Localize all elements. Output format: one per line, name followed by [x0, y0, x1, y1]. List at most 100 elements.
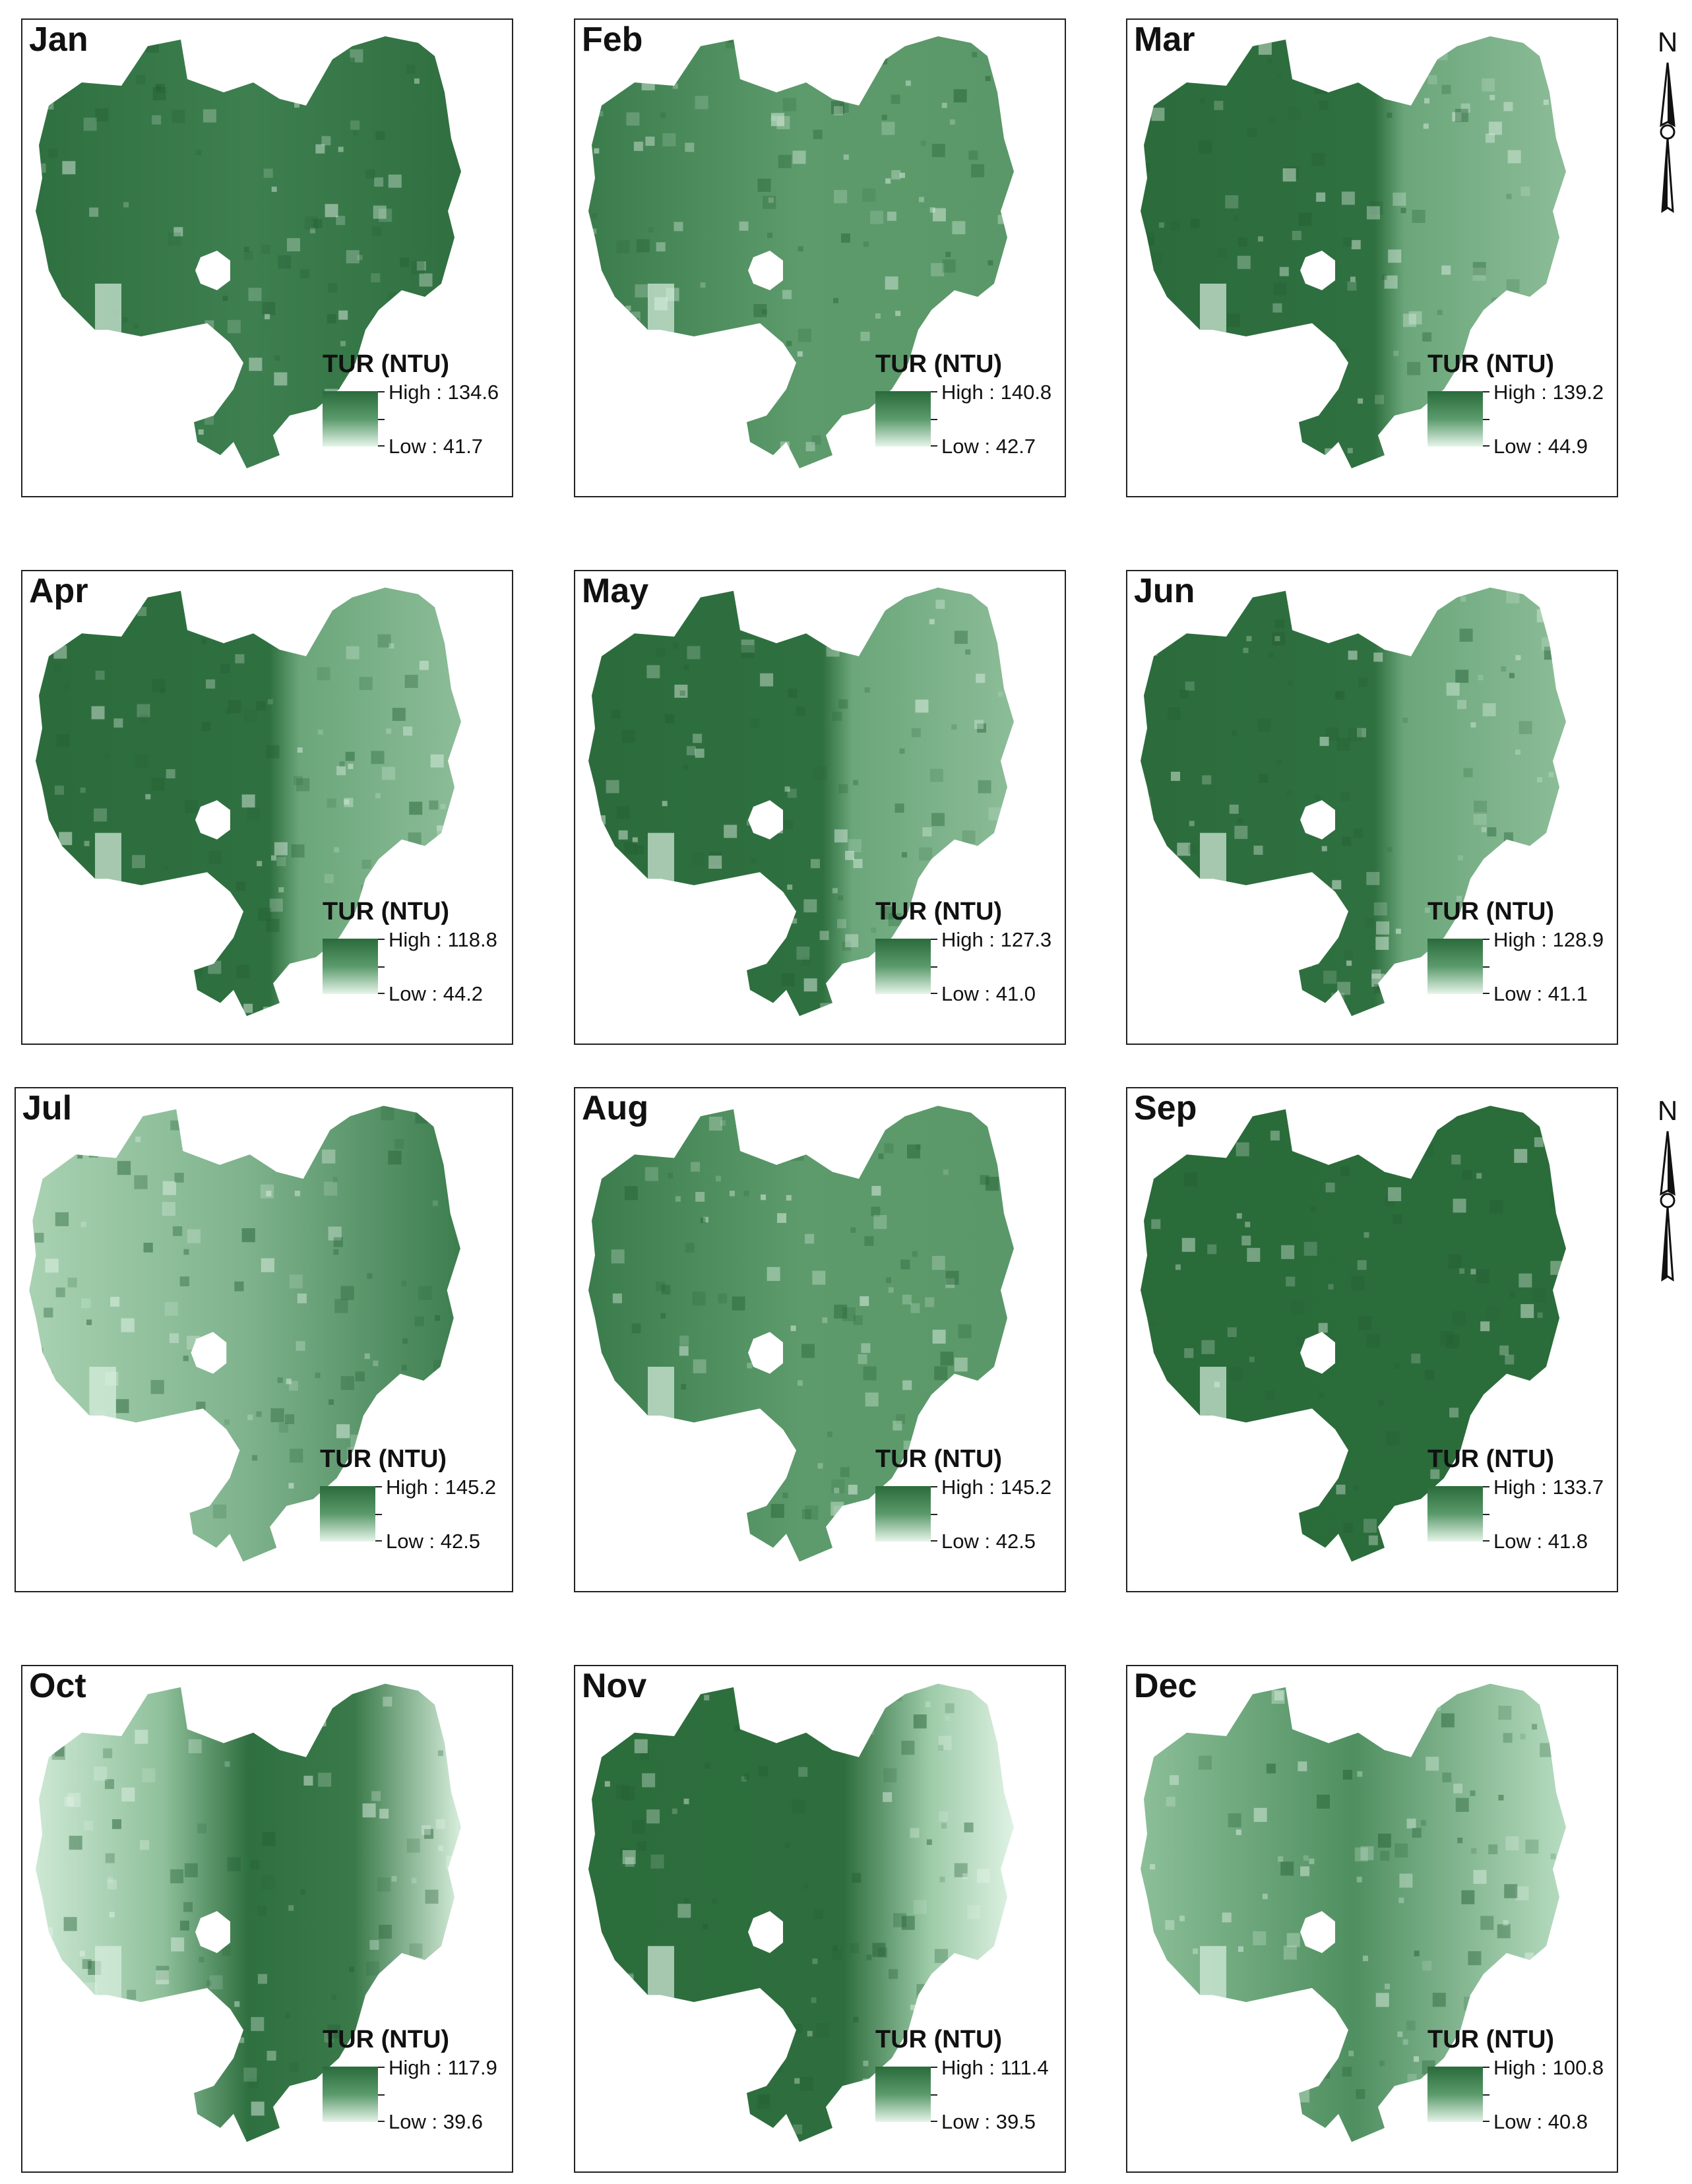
legend-title: TUR (NTU) — [875, 1445, 1003, 1473]
ramp-tick — [378, 2121, 385, 2122]
ramp-tick — [1483, 391, 1489, 392]
legend-high-value: High : 145.2 — [941, 1476, 1052, 1499]
legend-title: TUR (NTU) — [875, 898, 1003, 925]
ramp-tick — [1483, 2067, 1489, 2068]
ramp-tick — [378, 939, 385, 940]
ramp-tick — [1483, 1486, 1489, 1487]
month-label: Nov — [582, 1667, 647, 1705]
legend-title: TUR (NTU) — [875, 2026, 1003, 2053]
color-ramp — [323, 2067, 378, 2122]
legend-title: TUR (NTU) — [323, 2026, 450, 2053]
legend-low-value: Low : 40.8 — [1493, 2110, 1588, 2133]
map-panel-aug: Aug TUR (NTU) High : 145.2 Low : 42.5 — [574, 1087, 1066, 1592]
lake-surface — [36, 587, 461, 1016]
ramp-tick — [931, 939, 937, 940]
legend-title: TUR (NTU) — [1427, 2026, 1555, 2053]
legend-title: TUR (NTU) — [1427, 898, 1555, 925]
lake-surface — [588, 1106, 1014, 1562]
legend-low-value: Low : 41.0 — [941, 982, 1036, 1005]
turbidity-legend: TUR (NTU) High : 111.4 Low : 39.5 — [875, 2026, 1065, 2138]
legend-high-value: High : 118.8 — [389, 928, 497, 951]
lake-surface — [1141, 587, 1566, 1016]
ramp-tick — [931, 966, 937, 968]
ramp-tick — [378, 966, 385, 968]
legend-low-value: Low : 42.5 — [386, 1530, 481, 1553]
ramp-tick — [931, 419, 937, 420]
map-panel-mar: Mar TUR (NTU) High : 139.2 Low : 44.9 — [1126, 18, 1618, 497]
legend-low-value: Low : 41.8 — [1493, 1530, 1588, 1553]
ramp-tick — [931, 445, 937, 447]
legend-high-value: High : 139.2 — [1493, 381, 1604, 404]
map-panel-feb: Feb TUR (NTU) High : 140.8 Low : 42.7 — [574, 18, 1066, 497]
turbidity-legend: TUR (NTU) High : 100.8 Low : 40.8 — [1427, 2026, 1617, 2138]
legend-high-value: High : 117.9 — [389, 2056, 497, 2079]
ramp-tick — [378, 2094, 385, 2096]
month-label: Mar — [1134, 20, 1195, 59]
island — [191, 1332, 227, 1374]
lake-turbidity-raster — [36, 36, 461, 468]
legend-title: TUR (NTU) — [875, 350, 1003, 378]
lake-surface — [36, 36, 461, 468]
map-panel-nov: Nov TUR (NTU) High : 111.4 Low : 39.5 — [574, 1665, 1066, 2173]
legend-high-value: High : 111.4 — [941, 2056, 1049, 2079]
lake-surface — [1141, 1683, 1566, 2142]
legend-low-value: Low : 41.1 — [1493, 982, 1588, 1005]
ramp-tick — [1483, 993, 1489, 994]
turbidity-legend: TUR (NTU) High : 117.9 Low : 39.6 — [323, 2026, 512, 2138]
ramp-tick — [1483, 419, 1489, 420]
map-panel-jun: Jun TUR (NTU) High : 128.9 Low : 41.1 — [1126, 570, 1618, 1045]
island — [195, 251, 230, 290]
turbidity-legend: TUR (NTU) High : 145.2 Low : 42.5 — [320, 1445, 512, 1557]
map-panel-jan: Jan TUR (NTU) High : 134.6 Low : 41.7 — [21, 18, 513, 497]
ramp-tick — [931, 2067, 937, 2068]
lake-surface — [1141, 1106, 1566, 1562]
legend-title: TUR (NTU) — [1427, 1445, 1555, 1473]
lake-turbidity-raster — [1141, 587, 1566, 1016]
island — [748, 1332, 783, 1374]
ramp-tick — [378, 993, 385, 994]
month-label: Jan — [29, 20, 88, 59]
ramp-tick — [375, 1540, 382, 1542]
ramp-tick — [931, 1540, 937, 1542]
color-ramp — [875, 391, 931, 447]
turbidity-legend: TUR (NTU) High : 134.6 Low : 41.7 — [323, 350, 512, 462]
color-ramp — [323, 939, 378, 994]
lake-surface — [588, 587, 1014, 1016]
island — [748, 800, 783, 840]
legend-high-value: High : 128.9 — [1493, 928, 1604, 951]
month-label: Feb — [582, 20, 643, 59]
month-label: May — [582, 572, 649, 610]
turbidity-legend: TUR (NTU) High : 145.2 Low : 42.5 — [875, 1445, 1065, 1557]
month-label: Aug — [582, 1089, 649, 1127]
ramp-tick — [1483, 1514, 1489, 1515]
turbidity-legend: TUR (NTU) High : 128.9 Low : 41.1 — [1427, 898, 1617, 1010]
ramp-tick — [931, 993, 937, 994]
legend-title: TUR (NTU) — [320, 1445, 447, 1473]
legend-low-value: Low : 42.7 — [941, 435, 1036, 458]
island — [748, 1911, 783, 1953]
ramp-tick — [1483, 966, 1489, 968]
color-ramp — [1427, 939, 1483, 994]
lake-turbidity-raster — [588, 1106, 1014, 1562]
lake-surface — [588, 1683, 1014, 2142]
ramp-tick — [378, 2067, 385, 2068]
ramp-tick — [1483, 2121, 1489, 2122]
month-label: Sep — [1134, 1089, 1197, 1127]
turbidity-legend: TUR (NTU) High : 118.8 Low : 44.2 — [323, 898, 512, 1010]
legend-title: TUR (NTU) — [323, 898, 450, 925]
map-panel-oct: Oct TUR (NTU) High : 117.9 Low : 39.6 — [21, 1665, 513, 2173]
ramp-tick — [931, 2094, 937, 2096]
legend-low-value: Low : 44.2 — [389, 982, 484, 1005]
island — [748, 251, 783, 290]
turbidity-legend: TUR (NTU) High : 140.8 Low : 42.7 — [875, 350, 1065, 462]
ramp-tick — [378, 419, 385, 420]
turbidity-legend: TUR (NTU) High : 133.7 Low : 41.8 — [1427, 1445, 1617, 1557]
map-panel-may: May TUR (NTU) High : 127.3 Low : 41.0 — [574, 570, 1066, 1045]
map-panel-apr: Apr TUR (NTU) High : 118.8 Low : 44.2 — [21, 570, 513, 1045]
map-panel-jul: Jul TUR (NTU) High : 145.2 Low : 42.5 — [15, 1087, 513, 1592]
legend-high-value: High : 145.2 — [386, 1476, 497, 1499]
color-ramp — [1427, 2067, 1483, 2122]
month-label: Jul — [22, 1089, 73, 1127]
lake-turbidity-raster — [36, 587, 461, 1016]
